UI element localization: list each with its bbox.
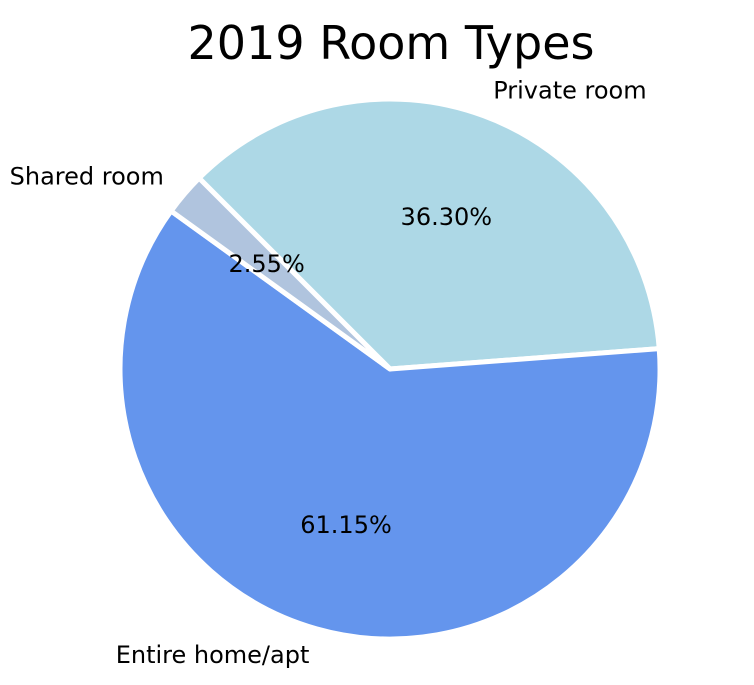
- pie-labels: 36.30% Private room 61.15% Entire home/apt 2…: [10, 77, 647, 669]
- chart-title: 2019 Room Types: [188, 16, 595, 70]
- pct-label: 61.15%: [300, 511, 392, 539]
- slice-label: Shared room: [10, 162, 164, 190]
- pie-slice-shared-room: [168, 175, 393, 372]
- pie-slice-private-room: [196, 96, 662, 372]
- pie-slice-entire-home-apt: [117, 208, 663, 642]
- pie-slices: [117, 96, 663, 642]
- pct-label: 2.55%: [229, 250, 305, 278]
- slice-label: Private room: [493, 77, 646, 105]
- pct-label: 36.30%: [401, 203, 493, 231]
- slice-label: Entire home/apt: [116, 641, 310, 669]
